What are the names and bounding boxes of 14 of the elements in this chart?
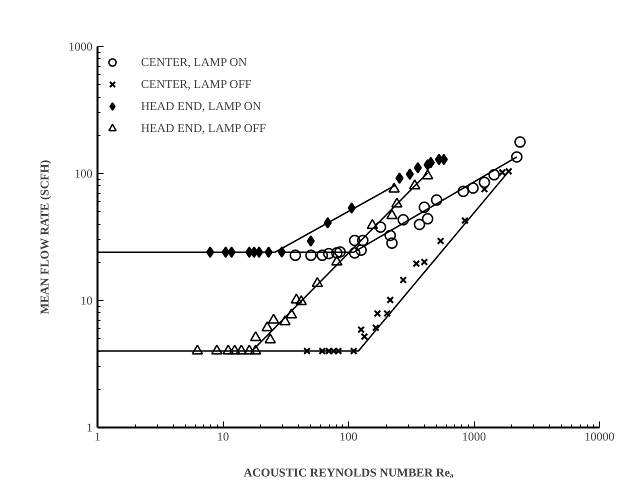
x-axis-title: ACOUSTIC REYNOLDS NUMBER Reₐ	[244, 466, 454, 480]
legend-label: CENTER, LAMP ON	[141, 54, 247, 70]
y-tick-label: 1000	[68, 40, 92, 54]
y-tick-label: 100	[74, 166, 92, 180]
x-tick-label: 10	[217, 430, 229, 444]
y-tick-label: 1	[86, 420, 92, 434]
y-tick-label: 10	[80, 294, 92, 308]
x-tick-label: 10000	[584, 430, 614, 444]
legend-label: HEAD END, LAMP ON	[141, 98, 262, 114]
legend-label: CENTER, LAMP OFF	[141, 76, 252, 92]
x-tick-label: 1000	[462, 430, 486, 444]
x-tick-label: 100	[340, 430, 358, 444]
y-axis-title: MEAN FLOW RATE (SCFH)	[38, 160, 52, 314]
legend-label: HEAD END, LAMP OFF	[141, 120, 266, 136]
